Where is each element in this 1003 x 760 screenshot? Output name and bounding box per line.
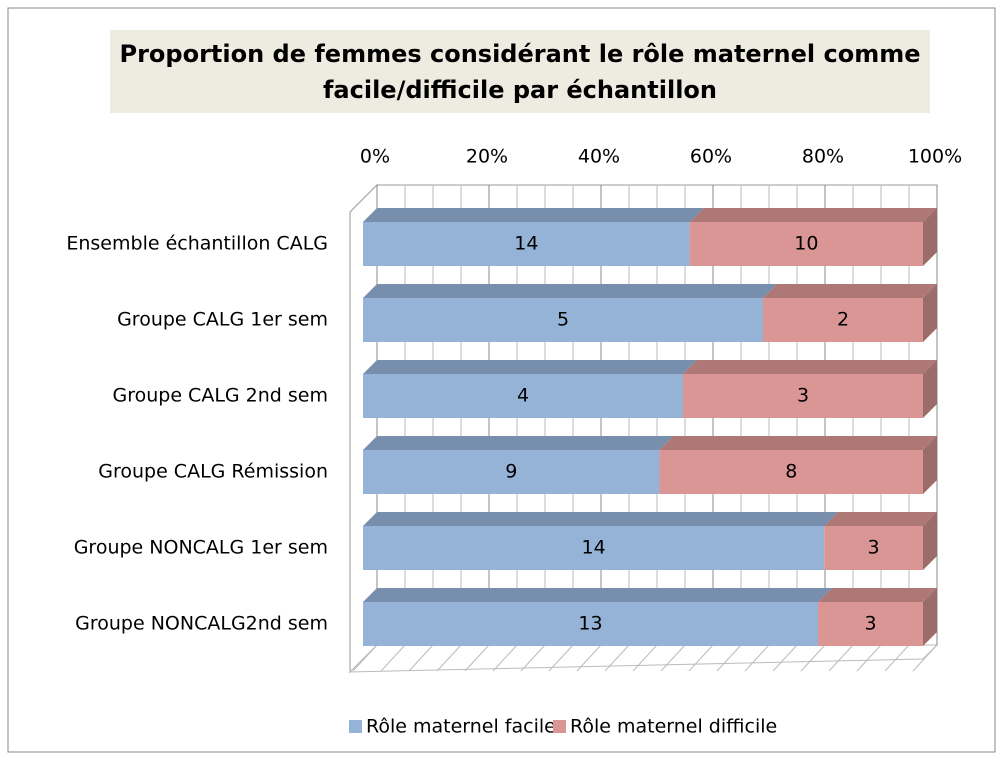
legend-swatch <box>349 720 362 733</box>
x-tick-label: 60% <box>690 146 732 168</box>
chart-title-line-1: Proportion de femmes considérant le rôle… <box>119 40 920 68</box>
x-tick-label: 40% <box>578 146 620 168</box>
data-label: 10 <box>794 233 818 255</box>
bar-top <box>363 512 839 526</box>
floor-hatch <box>828 644 854 672</box>
bar-side <box>923 208 937 266</box>
data-label: 4 <box>517 385 529 407</box>
floor-hatch <box>772 644 798 672</box>
x-tick-label: 100% <box>908 146 962 168</box>
data-label: 14 <box>581 537 605 559</box>
legend-label: Rôle maternel facile <box>366 716 556 738</box>
floor-hatch <box>688 644 714 672</box>
floor-hatch <box>408 644 434 672</box>
floor-hatch <box>604 644 630 672</box>
data-label: 9 <box>505 461 517 483</box>
floor-hatch <box>856 644 882 672</box>
bar <box>824 526 923 570</box>
bar-side <box>923 284 937 342</box>
floor-hatch <box>464 644 490 672</box>
bar-top <box>659 436 937 450</box>
bar <box>818 602 923 646</box>
bar <box>683 374 923 418</box>
floor-hatch <box>492 644 518 672</box>
floor-hatch <box>716 644 742 672</box>
y-tick-label: Groupe NONCALG 1er sem <box>74 537 328 559</box>
bar-top <box>363 588 832 602</box>
y-tick-label: Groupe CALG 2nd sem <box>112 385 328 407</box>
floor-hatch <box>800 644 826 672</box>
bar-top <box>763 284 937 298</box>
bar-top <box>363 360 697 374</box>
bar-side <box>923 360 937 418</box>
data-label: 2 <box>837 309 849 331</box>
floor-hatch <box>884 644 910 672</box>
floor-hatch <box>632 644 658 672</box>
legend-swatch <box>553 720 566 733</box>
bar-top <box>689 208 937 222</box>
bar-top <box>363 208 704 222</box>
floor-hatch <box>548 644 574 672</box>
bar <box>689 222 923 266</box>
bar <box>363 526 825 570</box>
data-label: 8 <box>785 461 797 483</box>
x-tick-label: 0% <box>360 146 390 168</box>
bar-top <box>363 284 777 298</box>
y-tick-label: Groupe CALG Rémission <box>98 461 328 483</box>
data-label: 5 <box>557 309 569 331</box>
floor-hatch <box>380 644 406 672</box>
floor-hatch <box>352 644 378 672</box>
bar-top <box>683 360 937 374</box>
x-tick-label: 20% <box>466 146 508 168</box>
y-tick-label: Groupe NONCALG2nd sem <box>75 613 328 635</box>
bar-top <box>818 588 937 602</box>
data-label: 14 <box>514 233 538 255</box>
bar <box>363 222 690 266</box>
bar-top <box>363 436 674 450</box>
bar-side <box>923 588 937 646</box>
bar <box>363 298 763 342</box>
bar <box>659 450 923 494</box>
data-label: 3 <box>864 613 876 635</box>
floor-hatch <box>660 644 686 672</box>
bar <box>763 298 923 342</box>
chart-title-line-2: facile/difficile par échantillon <box>323 76 717 104</box>
bar-side <box>923 512 937 570</box>
data-label: 13 <box>578 613 602 635</box>
bar <box>363 374 683 418</box>
floor-hatch <box>520 644 546 672</box>
bar-side <box>923 436 937 494</box>
bar <box>363 602 818 646</box>
x-tick-label: 80% <box>802 146 844 168</box>
floor-hatch <box>436 644 462 672</box>
legend-label: Rôle maternel difficile <box>570 716 777 738</box>
bar-top <box>824 512 937 526</box>
floor-hatch <box>576 644 602 672</box>
data-label: 3 <box>868 537 880 559</box>
title-box <box>110 30 930 113</box>
floor-hatch <box>744 644 770 672</box>
data-label: 3 <box>797 385 809 407</box>
y-tick-label: Ensemble échantillon CALG <box>66 233 328 255</box>
y-tick-label: Groupe CALG 1er sem <box>117 309 328 331</box>
floor-hatch <box>912 644 938 672</box>
bar <box>363 450 660 494</box>
